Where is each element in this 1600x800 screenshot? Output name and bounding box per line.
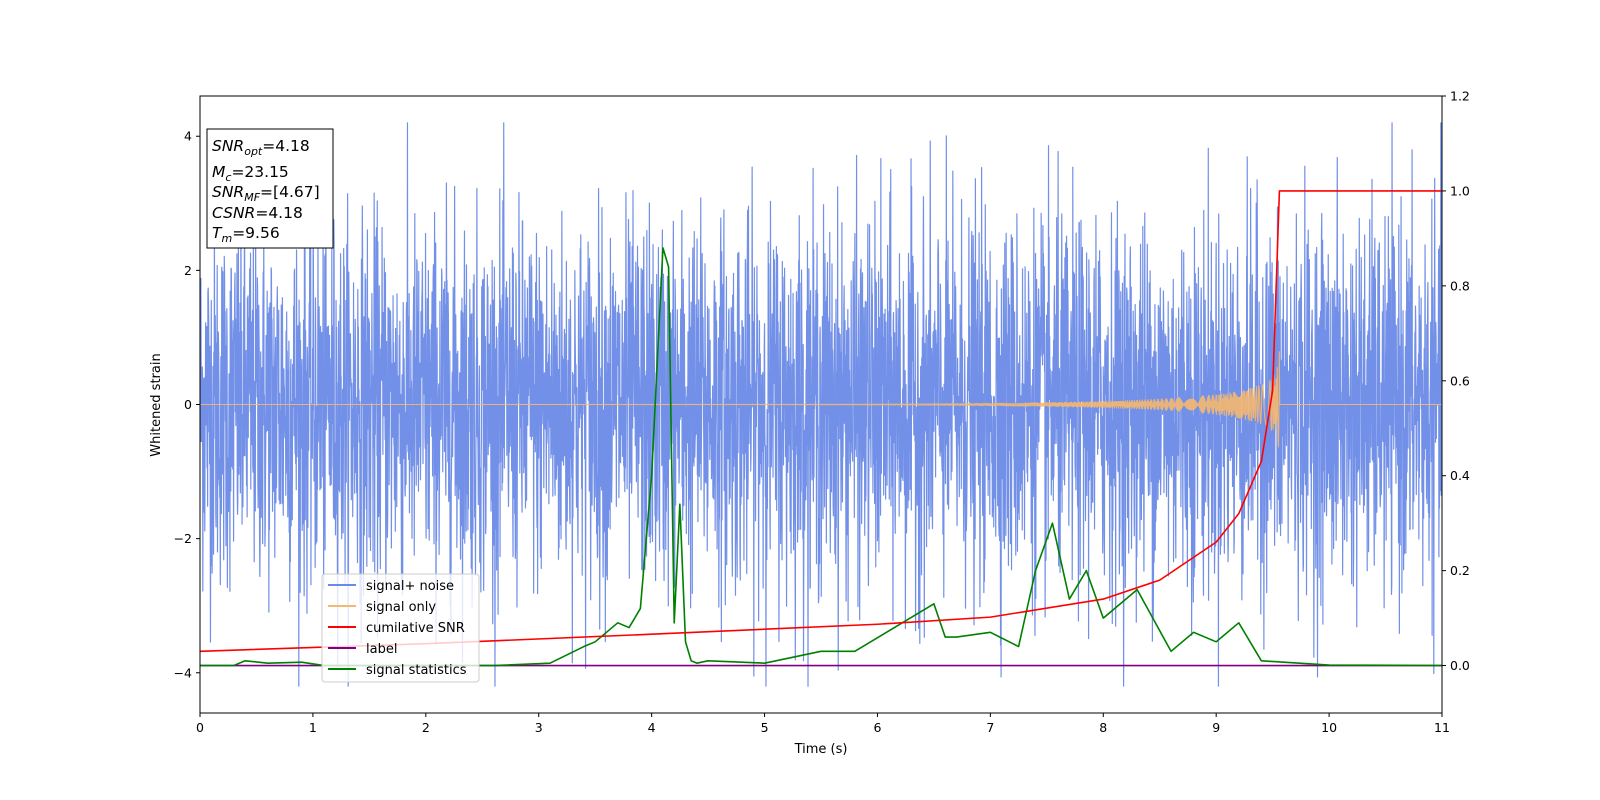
y-tick-label: −4: [174, 665, 192, 680]
mc-text: Mc=23.15: [212, 163, 289, 184]
x-tick-label: 0: [196, 720, 204, 735]
signal-noise-line: [200, 122, 1442, 687]
snr-mf-text: SNRMF=[4.67]: [212, 183, 320, 204]
info-box: SNRopt=4.18 Mc=23.15 SNRMF=[4.67] CSNR=4…: [206, 128, 334, 249]
x-tick-label: 9: [1212, 720, 1220, 735]
legend-label-signal-only: signal only: [366, 600, 436, 615]
legend-label-signal-noise: signal+ noise: [366, 579, 454, 594]
y2-tick-label: 0.8: [1450, 278, 1470, 293]
y2-tick-label: 1.0: [1450, 183, 1470, 198]
x-tick-label: 6: [873, 720, 881, 735]
csnr-text: CSNR=4.18: [212, 204, 303, 222]
x-tick-label: 5: [761, 720, 769, 735]
tm-text: Tm=9.56: [212, 224, 280, 245]
y2-tick-label: 0.2: [1450, 563, 1470, 578]
y2-tick-label: 0.6: [1450, 373, 1470, 388]
legend-label-cumulative-snr: cumilative SNR: [366, 621, 465, 636]
x-tick-label: 4: [648, 720, 656, 735]
x-tick-label: 11: [1434, 720, 1450, 735]
legend: signal+ noise signal only cumilative SNR…: [321, 573, 480, 683]
signal-only-line: [200, 351, 1442, 448]
x-tick-label: 7: [986, 720, 994, 735]
snr-opt-text: SNRopt=4.18: [212, 137, 310, 158]
y-tick-label: 2: [184, 263, 192, 278]
y-tick-label: 4: [184, 129, 192, 144]
x-axis-label: Time (s): [794, 742, 848, 757]
x-tick-label: 2: [422, 720, 430, 735]
x-tick-label: 8: [1099, 720, 1107, 735]
cumulative-snr-line: [200, 190, 1442, 653]
y-tick-label: −2: [174, 531, 192, 546]
y-axis-label: Whitened strain: [149, 353, 164, 456]
y2-tick-label: 0.0: [1450, 658, 1470, 673]
x-tick-label: 1: [309, 720, 317, 735]
y2-tick-label: 1.2: [1450, 89, 1470, 104]
x-tick-label: 10: [1321, 720, 1337, 735]
x-tick-label: 3: [535, 720, 543, 735]
y2-tick-label: 0.4: [1450, 468, 1470, 483]
signal-statistics-line: [200, 247, 1442, 667]
legend-label-label: label: [366, 642, 397, 657]
legend-label-signal-statistics: signal statistics: [366, 663, 467, 678]
y-tick-label: 0: [184, 397, 192, 412]
